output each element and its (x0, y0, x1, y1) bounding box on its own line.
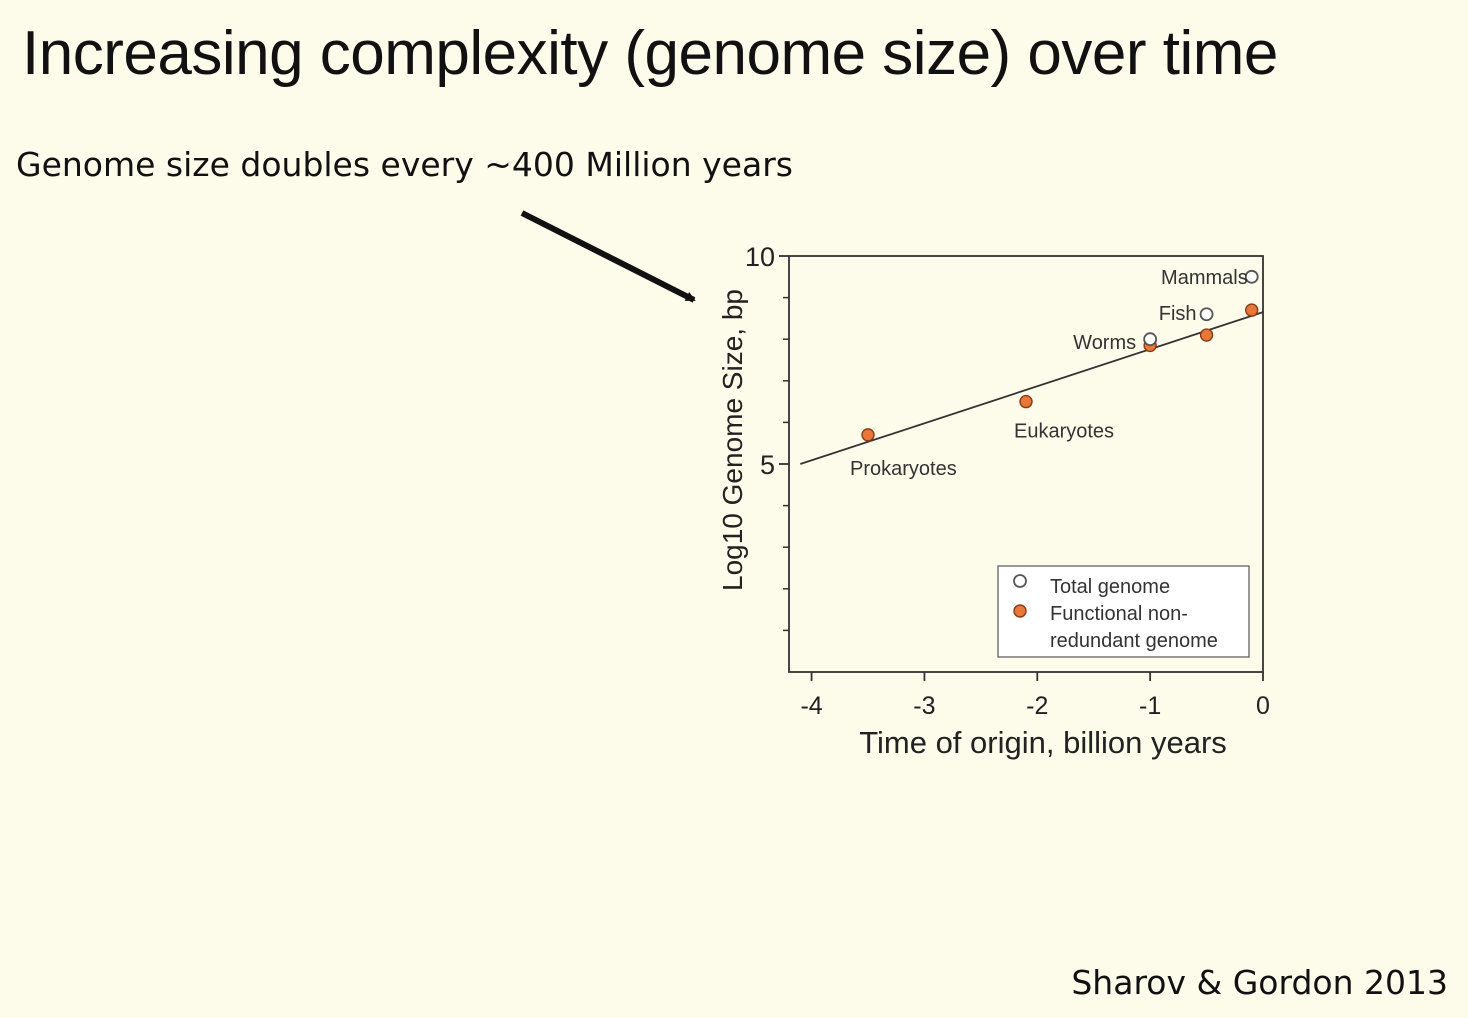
point-label: Worms (1073, 332, 1136, 354)
total-genome-point (1244, 269, 1259, 284)
functional-genome-point (1019, 394, 1033, 409)
legend-label-total: Total genome (1050, 576, 1170, 598)
point-label: Eukaryotes (1014, 421, 1114, 443)
legend-box (997, 565, 1250, 658)
functional-genome-point (861, 428, 875, 442)
total-genome-point (1199, 307, 1214, 322)
legend-marker-functional (1013, 604, 1027, 618)
point-label: Mammals (1161, 267, 1248, 289)
point-label: Prokaryotes (850, 458, 957, 480)
x-tick-label: -3 (913, 692, 935, 720)
legend-label-functional: Functional non- (1050, 603, 1188, 625)
functional-genome-point (1199, 328, 1214, 342)
y-tick-label: 10 (745, 242, 775, 272)
functional-genome-point (1245, 303, 1259, 317)
pointer-arrow (520, 210, 696, 303)
legend-marker-total (1013, 574, 1027, 588)
slide-title: Increasing complexity (genome size) over… (22, 19, 1278, 88)
x-tick-label: 0 (1256, 692, 1270, 720)
point-label: Fish (1159, 303, 1197, 325)
slide-subtitle: Genome size doubles every ~400 Million y… (16, 145, 793, 184)
total-genome-point (1143, 332, 1158, 347)
y-tick-label: 5 (760, 450, 775, 480)
legend-label-functional: redundant genome (1050, 630, 1218, 652)
x-tick-label: -1 (1139, 692, 1161, 720)
y-axis-label: Log10 Genome Size, bp (717, 289, 748, 591)
citation: Sharov & Gordon 2013 (1071, 963, 1448, 1002)
trend-line (800, 311, 1264, 465)
x-tick-label: -4 (800, 692, 822, 720)
x-axis-label: Time of origin, billion years (859, 725, 1227, 760)
x-tick-label: -2 (1026, 692, 1048, 720)
